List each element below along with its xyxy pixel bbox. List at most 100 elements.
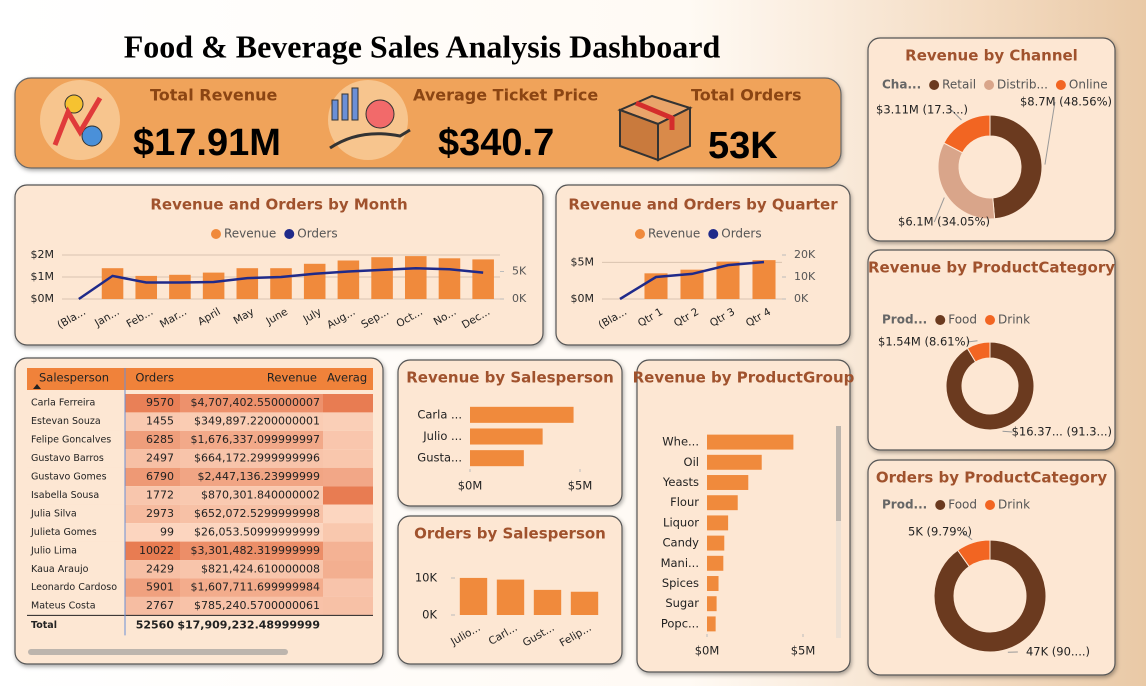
legend-label: Revenue bbox=[224, 227, 276, 241]
legend-label: Drink bbox=[998, 313, 1030, 327]
x-tick-label: $0M bbox=[695, 644, 720, 658]
bar bbox=[707, 515, 729, 531]
cell: $4,707,402.550000007 bbox=[191, 396, 320, 409]
column-header: Orders bbox=[135, 371, 174, 385]
y2-tick-label: 10K bbox=[794, 270, 816, 283]
y-tick-label: Oil bbox=[684, 455, 699, 469]
leader-line bbox=[951, 109, 962, 121]
cell: Leonardo Cardoso bbox=[31, 582, 117, 593]
x-tick-label: $5M bbox=[791, 644, 816, 658]
bar bbox=[270, 268, 292, 299]
y-tick-label: Liquor bbox=[663, 515, 699, 529]
orders-cell bbox=[125, 449, 180, 468]
panel bbox=[867, 459, 1116, 676]
ticket-icon bbox=[328, 80, 411, 160]
bar bbox=[707, 535, 725, 551]
bar bbox=[459, 577, 488, 615]
average-cell bbox=[323, 486, 373, 505]
scroll-track bbox=[836, 426, 841, 638]
data-label: $8.7M (48.56%) bbox=[1020, 95, 1112, 109]
revenue-cell bbox=[180, 486, 323, 505]
data-label: $6.1M (34.05%) bbox=[898, 215, 990, 229]
data-label: 5K (9.79%) bbox=[908, 525, 972, 539]
cell: 2497 bbox=[146, 452, 174, 465]
average-cell bbox=[323, 449, 373, 468]
legend-label: Distrib... bbox=[997, 78, 1048, 92]
cell: $2,447,136.23999999 bbox=[198, 470, 320, 483]
y-tick-label: Yeasts bbox=[662, 475, 699, 489]
cell: 2973 bbox=[146, 507, 174, 520]
bar bbox=[707, 596, 717, 612]
revenue-cell bbox=[180, 523, 323, 542]
table-scrollbar bbox=[28, 649, 288, 655]
cell: 6790 bbox=[146, 470, 174, 483]
bar bbox=[707, 454, 762, 470]
cell: Kaua Araujo bbox=[31, 564, 89, 575]
cell: 5901 bbox=[146, 581, 174, 594]
revenue-cell bbox=[180, 412, 323, 431]
revenue-cell bbox=[180, 560, 323, 579]
cell: $664,172.2999999996 bbox=[194, 452, 320, 465]
bar bbox=[470, 450, 524, 467]
bar bbox=[707, 495, 738, 511]
average-cell bbox=[323, 467, 373, 487]
bar bbox=[533, 589, 562, 615]
bar bbox=[438, 258, 461, 299]
kpi-label: Average Ticket Price bbox=[413, 86, 598, 105]
cell: 9570 bbox=[146, 396, 174, 409]
revenue-cell bbox=[180, 467, 323, 487]
bar bbox=[371, 257, 393, 299]
bar bbox=[470, 428, 543, 445]
column-header: Revenue bbox=[267, 371, 317, 385]
bar bbox=[496, 579, 525, 615]
data-label: $1.54M (8.61%) bbox=[878, 335, 970, 349]
bar bbox=[680, 269, 704, 299]
orders-cell bbox=[125, 467, 180, 487]
legend-marker bbox=[211, 229, 221, 239]
table-header bbox=[27, 368, 373, 390]
x-tick-label: $5M bbox=[568, 479, 593, 493]
panel bbox=[636, 359, 851, 673]
kpi-label: Total Orders bbox=[691, 86, 802, 105]
kpi-value: 53K bbox=[708, 125, 778, 167]
total-cell: 52560 bbox=[136, 618, 175, 631]
cell: $870,301.840000002 bbox=[201, 488, 320, 501]
y-tick-label: Flour bbox=[670, 495, 699, 509]
data-label: 47K (90....) bbox=[1026, 645, 1090, 659]
y2-tick-label: 5K bbox=[512, 265, 527, 278]
cell: Estevan Souza bbox=[31, 416, 101, 427]
bar bbox=[472, 259, 494, 299]
y-tick-label: Carla ... bbox=[417, 407, 462, 421]
y-tick-label: $1M bbox=[31, 270, 55, 283]
legend-marker bbox=[935, 500, 946, 510]
leader-line bbox=[1002, 430, 1013, 433]
orders-cell bbox=[125, 394, 180, 413]
orders-cell bbox=[125, 523, 180, 542]
legend-label: Retail bbox=[942, 78, 976, 92]
leader-line bbox=[961, 531, 973, 541]
y-tick-label: 10K bbox=[415, 571, 438, 585]
leader-line bbox=[967, 340, 978, 343]
y-tick-label: Gusta... bbox=[417, 451, 462, 465]
bar bbox=[707, 434, 794, 450]
donut-slice bbox=[943, 114, 991, 154]
leader-line bbox=[933, 197, 945, 223]
legend-marker bbox=[1055, 80, 1066, 90]
average-cell bbox=[323, 541, 373, 561]
cell: Carla Ferreira bbox=[31, 398, 95, 409]
total-cell: Total bbox=[31, 620, 57, 631]
scroll-thumb bbox=[836, 426, 841, 521]
panel bbox=[867, 37, 1116, 242]
cell: $821,424.610000008 bbox=[201, 562, 320, 575]
chart-title: Revenue and Orders by Month bbox=[150, 196, 407, 214]
leader-line bbox=[1044, 101, 1056, 165]
line bbox=[78, 266, 484, 301]
legend-title: Cha... bbox=[882, 78, 921, 92]
bar bbox=[470, 406, 574, 423]
donut-slice bbox=[933, 539, 1047, 653]
cell: Felipe Goncalves bbox=[31, 435, 111, 446]
chart-title: Revenue by ProductGroup bbox=[633, 369, 855, 387]
line bbox=[619, 260, 765, 301]
bar bbox=[202, 272, 225, 299]
kpi-label: Total Revenue bbox=[150, 86, 278, 105]
